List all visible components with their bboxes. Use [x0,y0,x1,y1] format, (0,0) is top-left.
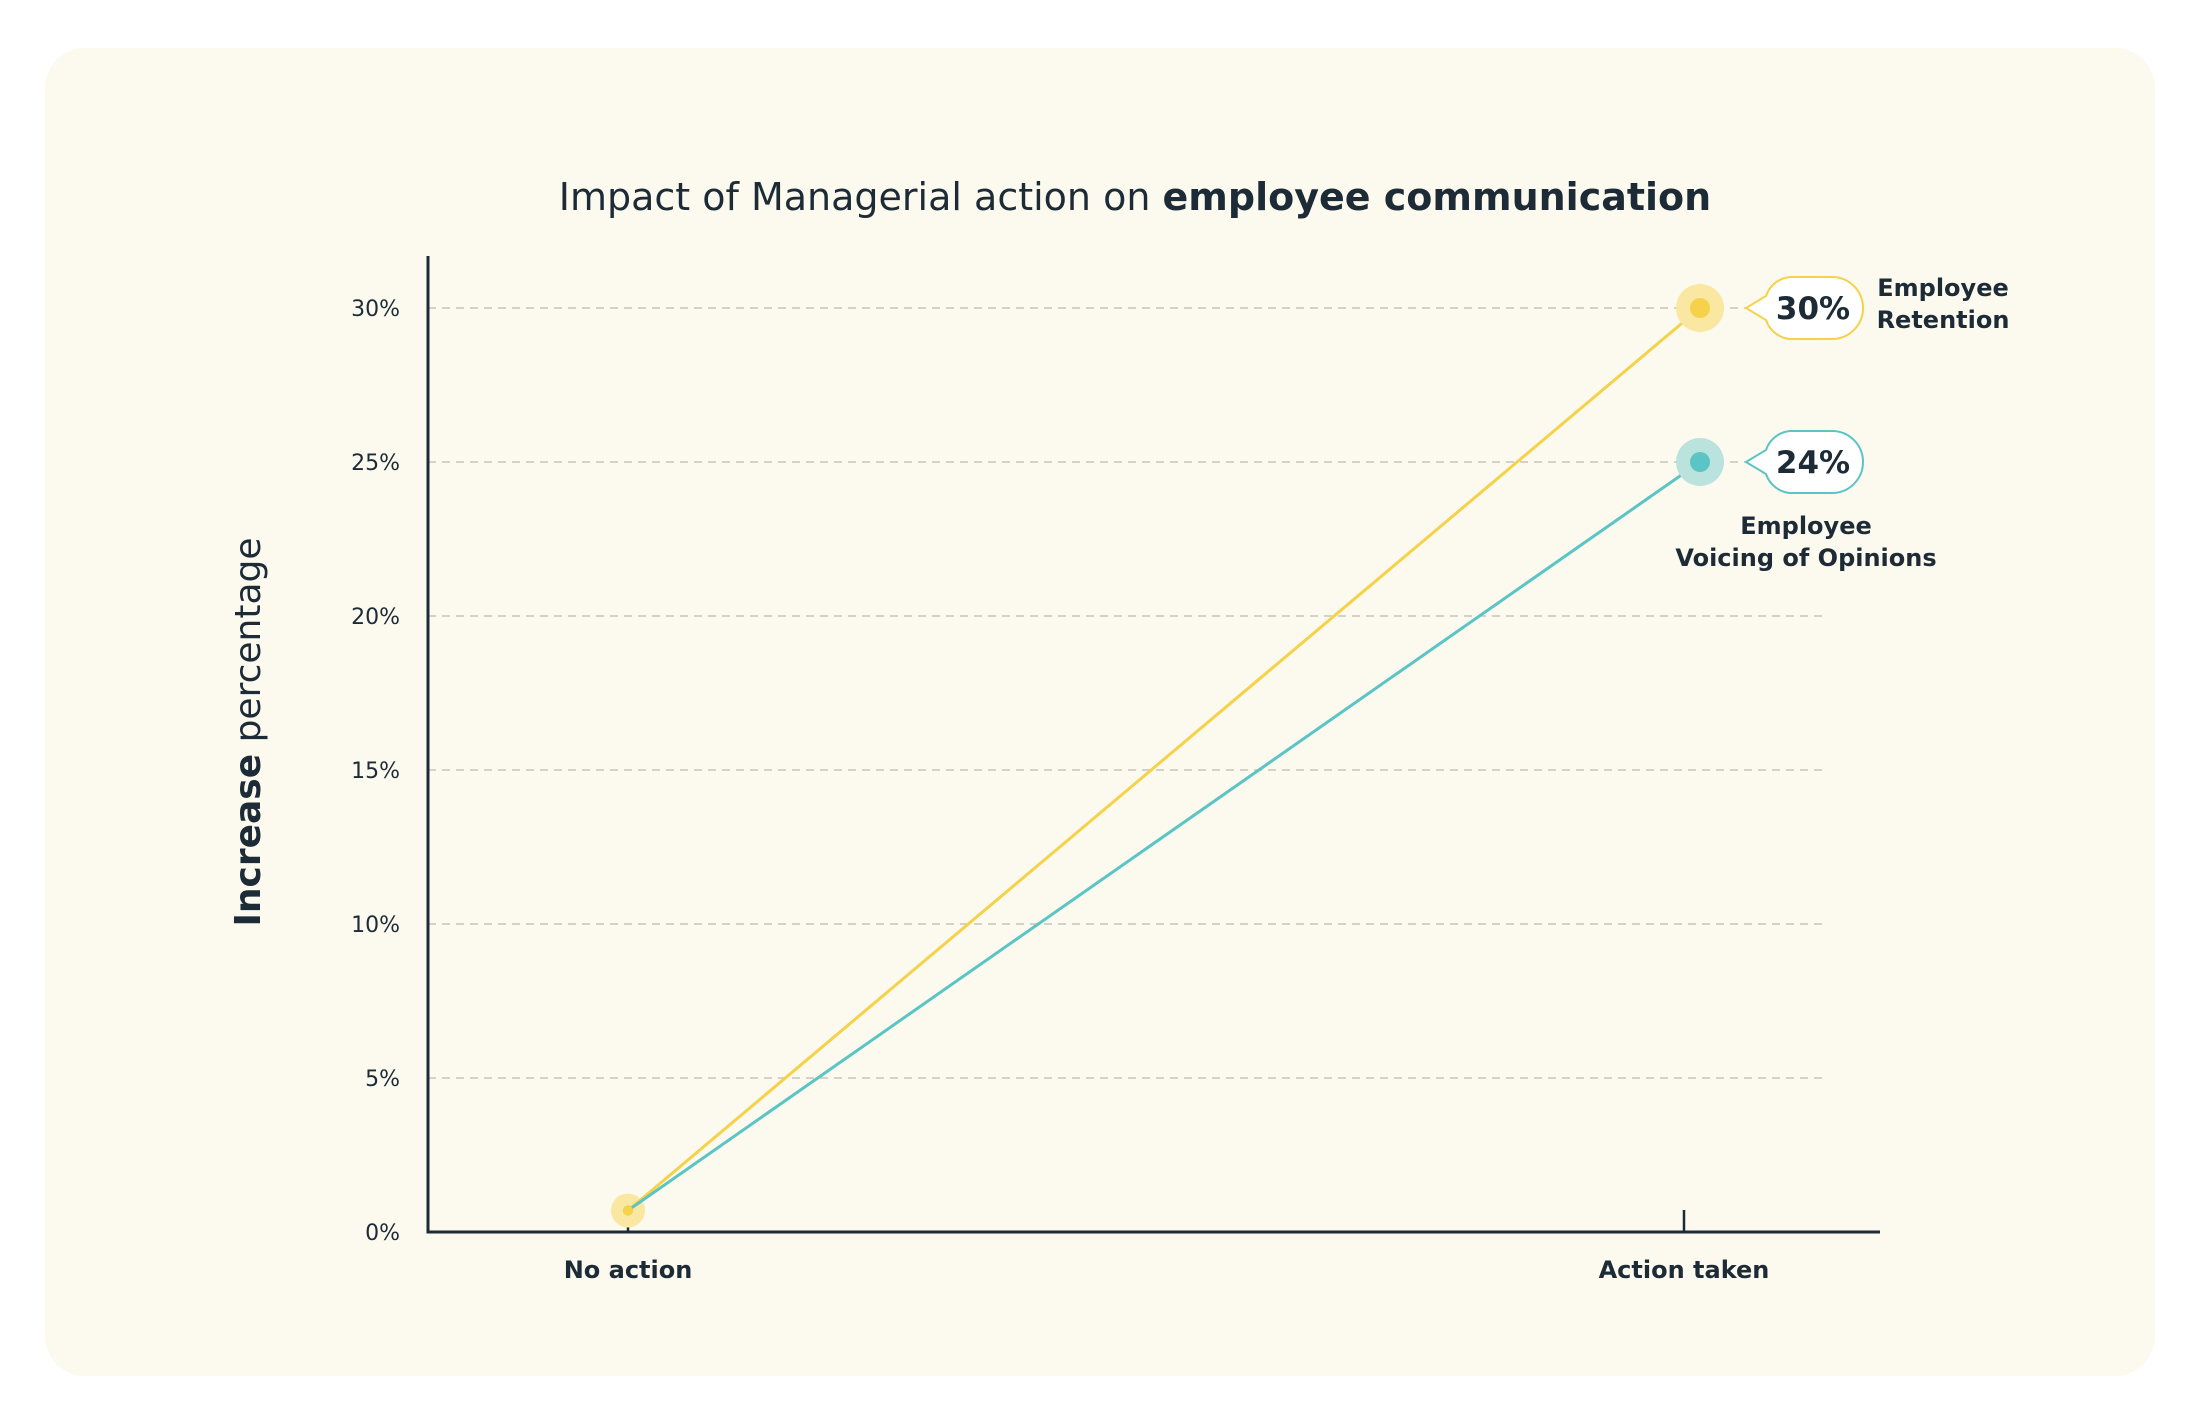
chart-title-regular: Impact of Managerial action on [559,175,1163,219]
series-end-point [1690,452,1710,472]
y-axis-label-regular: percentage [228,537,269,753]
callout-value: 24% [1776,445,1850,481]
series-name-label: Retention [1877,306,2010,334]
y-tick-label: 5% [365,1067,400,1092]
callout-bubble [1744,276,1864,340]
x-tick-label: No action [564,1256,693,1284]
chart-title-bold: employee communication [1163,175,1712,219]
series-name-label: Employee [1740,512,1872,540]
y-tick-label: 25% [351,451,400,476]
y-tick-label: 15% [351,759,400,784]
series-line [627,460,1701,1212]
y-tick-label: 0% [365,1221,400,1246]
callout-value: 30% [1776,291,1850,327]
series-line [627,306,1701,1212]
chart-card [45,48,2155,1376]
y-axis-label-bold: Increase [228,754,269,927]
y-axis-label: Increase percentage [228,537,269,926]
x-tick-label: Action taken [1599,1256,1770,1284]
series-name-label: Employee [1877,274,2009,302]
callout-bubble [1744,430,1864,494]
y-tick-label: 30% [351,297,400,322]
series-name-label: Voicing of Opinions [1675,544,1936,572]
series-start-point [623,1205,633,1216]
chart-title: Impact of Managerial action on employee … [559,175,1711,219]
series-end-point [1690,298,1710,318]
y-tick-label: 20% [351,605,400,630]
y-tick-label: 10% [351,913,400,938]
